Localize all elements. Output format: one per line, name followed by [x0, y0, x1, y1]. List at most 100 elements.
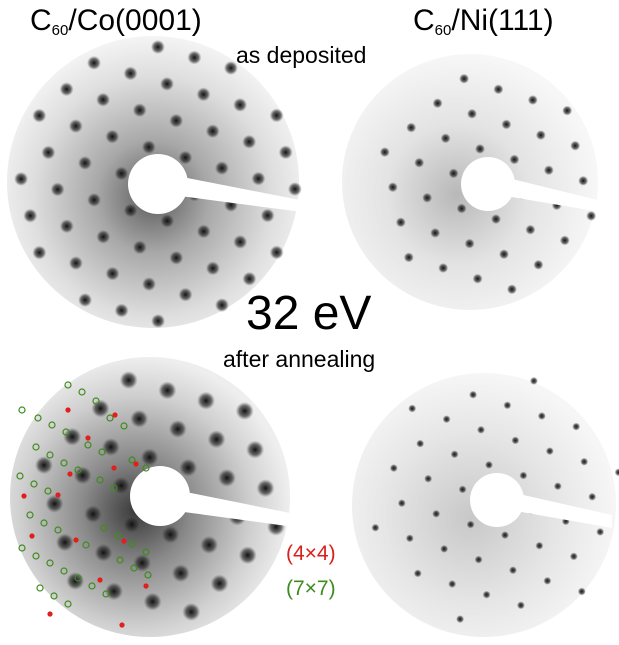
diffraction-spot — [114, 303, 129, 318]
green-marker — [16, 472, 24, 480]
diffraction-spot — [41, 145, 56, 160]
diffraction-spot — [105, 582, 123, 601]
green-marker — [130, 564, 138, 572]
diffraction-spot — [430, 227, 441, 238]
diffraction-spot — [45, 494, 64, 513]
red-marker — [133, 461, 139, 467]
green-marker — [100, 524, 108, 532]
diffraction-spot — [256, 479, 275, 498]
diffraction-spot — [440, 544, 449, 553]
diffraction-spot — [389, 464, 398, 473]
diffraction-spot — [535, 541, 544, 550]
green-marker — [128, 540, 136, 548]
diffraction-spot — [482, 590, 491, 599]
left-title: C60/Co(0001) — [30, 4, 202, 39]
diffraction-spot — [171, 564, 190, 583]
diffraction-spot — [474, 555, 483, 564]
green-marker — [60, 459, 68, 467]
diffraction-spot — [406, 122, 417, 133]
diffraction-spot — [456, 203, 467, 214]
diffraction-spot — [533, 259, 544, 270]
green-marker — [48, 421, 56, 429]
diffraction-spot — [78, 156, 92, 170]
gun-holder — [510, 492, 612, 528]
green-marker — [18, 406, 26, 414]
legend-green-label: (7×7) — [286, 577, 336, 600]
diffraction-spot — [448, 168, 459, 179]
diffraction-spot — [68, 256, 83, 271]
green-marker — [102, 590, 110, 598]
red-marker — [65, 407, 71, 413]
red-marker — [29, 533, 35, 539]
diffraction-spot — [119, 371, 138, 390]
diffraction-spot — [66, 572, 85, 590]
diffraction-spot — [414, 157, 425, 168]
diffraction-spot — [35, 456, 53, 475]
diffraction-spot — [499, 249, 509, 260]
diffraction-spot — [413, 569, 422, 578]
diffraction-spot — [408, 404, 417, 413]
diffraction-spot — [187, 50, 202, 65]
diffraction-spot — [96, 92, 111, 107]
green-marker — [18, 544, 26, 552]
green-marker — [116, 556, 124, 564]
diffraction-spot — [217, 468, 236, 487]
diffraction-spot — [580, 457, 589, 466]
diffraction-spot — [537, 412, 546, 420]
red-marker — [47, 611, 53, 617]
red-marker — [67, 471, 73, 477]
diffraction-spot — [105, 129, 120, 144]
diffraction-spot — [491, 214, 501, 225]
diffraction-spot — [94, 543, 113, 562]
diffraction-spot — [196, 87, 211, 102]
green-marker — [88, 582, 96, 590]
green-marker — [62, 428, 70, 436]
diffraction-spot — [395, 217, 406, 228]
diffraction-spot — [614, 468, 619, 477]
diffraction-spot — [143, 592, 162, 611]
green-marker — [50, 592, 58, 600]
diffraction-spot — [456, 615, 465, 624]
diffraction-spot — [397, 499, 406, 508]
green-marker — [64, 600, 72, 608]
diffraction-spot — [132, 240, 147, 255]
electron-gun-shadow — [128, 154, 188, 214]
diffraction-spot — [73, 466, 92, 485]
diffraction-spot — [101, 438, 120, 457]
legend-red-label: (4×4) — [286, 542, 336, 565]
diffraction-spot — [87, 192, 102, 207]
diffraction-spot — [466, 520, 475, 529]
diffraction-spot — [169, 113, 184, 128]
diffraction-spot — [422, 192, 433, 203]
green-marker — [78, 388, 86, 396]
diffraction-spot — [586, 210, 597, 221]
diffraction-spot — [432, 98, 443, 109]
diffraction-spot — [215, 298, 229, 313]
diffraction-spot — [516, 601, 525, 610]
green-marker — [40, 519, 48, 527]
red-marker — [121, 538, 127, 544]
diffraction-spot — [509, 566, 517, 575]
top-subtitle: as deposited — [236, 42, 367, 68]
leed-bottom-left — [10, 357, 302, 637]
green-marker — [114, 532, 122, 540]
diffraction-spot — [440, 133, 451, 144]
diffraction-spot — [168, 420, 187, 438]
diffraction-spot — [210, 574, 229, 593]
green-marker — [26, 511, 34, 519]
red-marker — [85, 435, 91, 441]
diffraction-spot — [403, 252, 414, 263]
diffraction-spot — [509, 154, 520, 165]
diffraction-spot — [503, 401, 512, 410]
diffraction-spot — [59, 82, 74, 97]
diffraction-spot — [442, 415, 451, 424]
diffraction-spot — [133, 554, 152, 572]
diffraction-spot — [141, 140, 156, 155]
electron-gun-shadow — [130, 466, 190, 526]
diffraction-spot — [501, 119, 512, 130]
diffraction-spot — [405, 534, 414, 543]
diffraction-spot — [214, 161, 229, 176]
green-marker — [64, 381, 72, 389]
leed-top-left — [7, 36, 302, 328]
leed-top-right — [342, 54, 612, 310]
